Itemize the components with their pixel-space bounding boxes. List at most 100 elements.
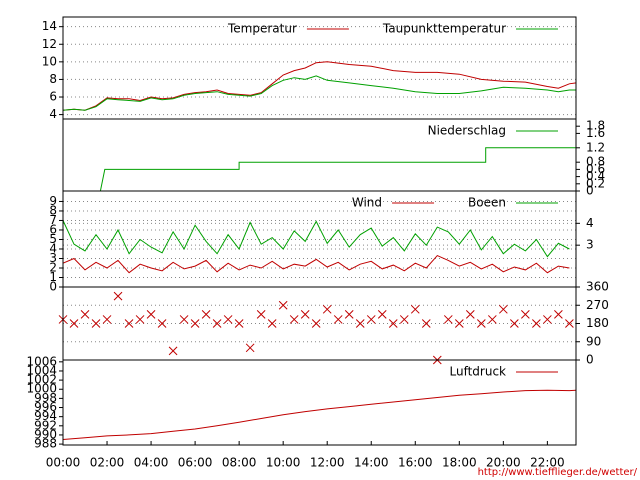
scatter-point [146, 310, 156, 319]
scatter-point [388, 319, 398, 328]
x-tick-label: 20:00 [486, 456, 521, 470]
scatter-point [212, 319, 222, 328]
y2-tick-label: 180 [586, 316, 609, 330]
scatter-point [135, 315, 145, 324]
y-tick-label: 2 [49, 260, 57, 274]
y-tick-label: 10 [42, 54, 57, 68]
y-tick-label: 998 [34, 391, 57, 405]
y-tick-label: 1004 [26, 363, 57, 377]
y2-tick-label: 0.4 [586, 169, 605, 183]
x-tick-label: 14:00 [354, 456, 389, 470]
legend-label: Wind [352, 196, 382, 210]
x-tick-label: 06:00 [178, 456, 213, 470]
y-tick-label: 8 [49, 72, 57, 86]
scatter-point [410, 304, 420, 314]
series-line [62, 61, 577, 111]
y-tick-label: 0 [49, 280, 57, 294]
x-tick-label: 08:00 [222, 456, 257, 470]
legend-label: Luftdruck [449, 365, 506, 379]
scatter-point [256, 310, 266, 319]
series-line [62, 389, 577, 440]
scatter-point [190, 319, 200, 328]
scatter-point [421, 319, 431, 328]
y2-tick-label: 1.2 [586, 140, 605, 154]
y2-tick-label: 3 [586, 238, 594, 252]
y2-tick-label: 1.6 [586, 126, 605, 140]
y2-tick-label: 1.8 [586, 119, 605, 133]
y-tick-label: 1002 [26, 373, 57, 387]
scatter-point [179, 315, 189, 324]
y2-tick-label: 270 [586, 298, 609, 312]
scatter-point [69, 319, 79, 328]
scatter-point [278, 300, 288, 310]
scatter-point [366, 315, 376, 324]
y-tick-label: 1 [49, 270, 57, 284]
y-tick-label: 7 [49, 213, 57, 227]
y2-tick-label: 0 [586, 184, 594, 198]
x-tick-label: 02:00 [90, 456, 125, 470]
y-tick-label: 5 [49, 232, 57, 246]
y-tick-label: 6 [49, 90, 57, 104]
y2-tick-label: 0.2 [586, 176, 605, 190]
y-tick-label: 4 [49, 241, 57, 255]
scatter-point [487, 315, 497, 324]
scatter-point [454, 319, 464, 328]
y-tick-label: 990 [34, 427, 57, 441]
y-tick-label: 6 [49, 222, 57, 236]
scatter-point [91, 319, 101, 328]
y-tick-label: 996 [34, 400, 57, 414]
legend-label: Niederschlag [428, 124, 506, 138]
x-tick-label: 00:00 [46, 456, 81, 470]
scatter-point [168, 346, 178, 356]
y2-tick-label: 90 [586, 334, 601, 348]
y-tick-label: 988 [34, 437, 57, 451]
y-tick-label: 4 [49, 107, 57, 121]
scatter-point [554, 310, 563, 319]
scatter-point [509, 319, 519, 328]
series-line [62, 220, 570, 258]
y2-tick-label: 4 [586, 216, 594, 230]
scatter-point [322, 304, 332, 314]
scatter-point [201, 310, 211, 319]
series-line [62, 254, 570, 274]
scatter-point [377, 310, 387, 319]
series-line [62, 75, 576, 111]
scatter-point [443, 315, 453, 324]
scatter-point [465, 310, 475, 319]
scatter-point [532, 319, 541, 328]
y-tick-label: 14 [42, 19, 57, 33]
scatter-point [124, 319, 134, 328]
scatter-point [333, 315, 343, 324]
x-tick-label: 16:00 [398, 456, 433, 470]
x-tick-label: 12:00 [310, 456, 345, 470]
x-tick-label: 18:00 [442, 456, 477, 470]
scatter-point [223, 315, 233, 324]
y-tick-label: 1006 [26, 354, 57, 368]
scatter-point [245, 343, 255, 353]
panel-frame [62, 359, 577, 446]
scatter-point [102, 315, 112, 324]
scatter-point [399, 315, 409, 324]
scatter-point [234, 319, 244, 328]
y-tick-label: 3 [49, 251, 57, 265]
scatter-point [355, 319, 365, 328]
scatter-point [157, 319, 167, 328]
y-tick-label: 12 [42, 37, 57, 51]
scatter-point [311, 319, 321, 328]
y-tick-label: 994 [34, 409, 57, 423]
y-tick-label: 1000 [26, 382, 57, 396]
y-tick-label: 8 [49, 203, 57, 217]
x-tick-label: 10:00 [266, 456, 301, 470]
x-tick-label: 22:00 [530, 456, 565, 470]
legend-label: Temperatur [227, 22, 297, 36]
scatter-point [344, 310, 354, 319]
y2-tick-label: 360 [586, 280, 609, 294]
y-tick-label: 9 [49, 194, 57, 208]
scatter-point [300, 310, 310, 319]
scatter-point [267, 319, 277, 328]
scatter-point [565, 319, 574, 328]
legend-label: Boeen [468, 196, 506, 210]
y2-tick-label: 0.8 [586, 155, 605, 169]
